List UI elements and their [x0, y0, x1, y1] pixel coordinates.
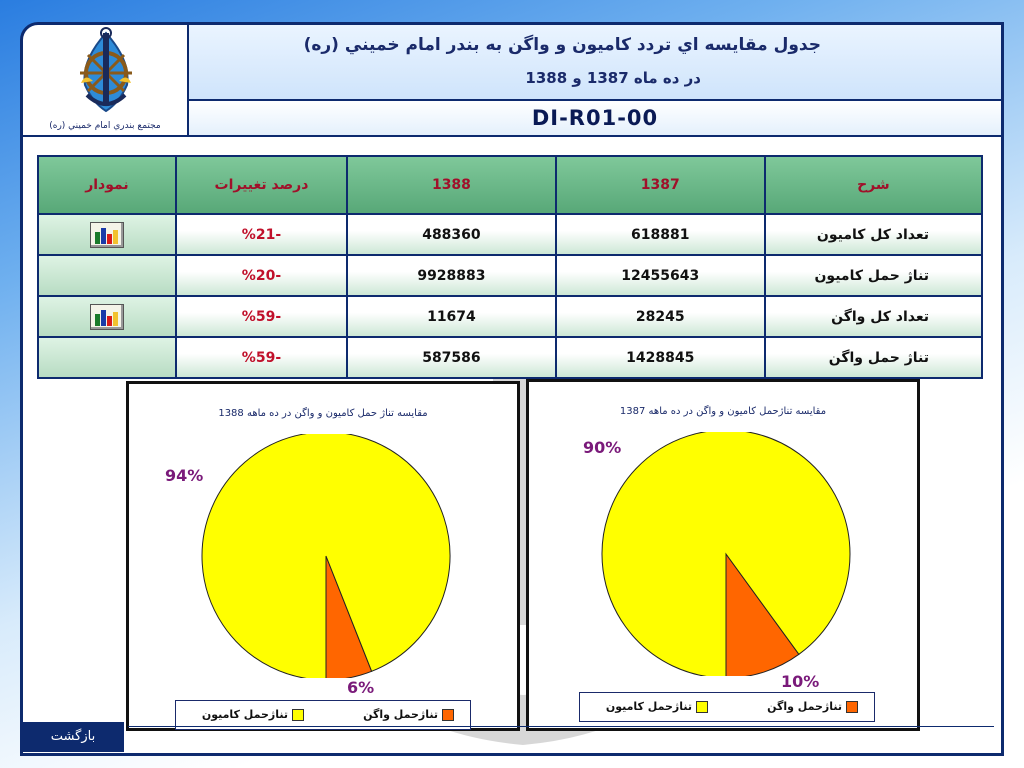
- table-row: تعداد كل واگن 28245 11674 -%59: [37, 295, 984, 338]
- cell-1388: 11674: [346, 295, 557, 338]
- legend-swatch-yellow: [292, 709, 304, 721]
- table-row: تناژ حمل كاميون 12455643 9928883 -%20: [37, 254, 984, 297]
- cell-1387: 12455643: [554, 254, 766, 297]
- pie-slice-wagon: [725, 552, 800, 676]
- cell-desc: تناژ حمل كاميون: [763, 254, 984, 297]
- bar-chart-icon[interactable]: [89, 221, 124, 248]
- pie-data-label-1388-wagon: 6%: [347, 678, 375, 697]
- pie-data-label-1387-wagon: 10%: [781, 672, 820, 691]
- header-1388: 1388: [346, 155, 557, 215]
- legend-item-wagon: تناژحمل واگن: [767, 700, 858, 713]
- pie-legend-1387: تناژحمل كاميون تناژحمل واگن: [579, 692, 875, 722]
- pie-data-label-1388-truck: 94%: [165, 466, 204, 485]
- page-subtitle: در ده ماه 1387 و 1388: [525, 69, 701, 87]
- cell-desc: تعداد كل كاميون: [763, 213, 984, 256]
- cell-chart: [37, 254, 177, 297]
- title-panel: جدول مقايسه اي تردد كاميون و واگن به بند…: [189, 25, 1001, 101]
- legend-swatch-orange: [442, 709, 454, 721]
- pie-title-1387: مقايسه تناژحمل كاميون و واگن در ده ماهه …: [619, 406, 827, 417]
- pie-plot-1388: [199, 434, 453, 678]
- anchor-ship-wheel-logo-icon: [80, 27, 132, 113]
- cell-1387: 618881: [554, 213, 766, 256]
- slide-frame: مجتمع بندري امام خميني (ره) جدول مقايسه …: [20, 22, 1004, 756]
- legend-label-truck: تناژحمل كاميون: [605, 700, 692, 713]
- legend-item-wagon: تناژحمل واگن: [363, 708, 454, 721]
- legend-label-wagon: تناژحمل واگن: [767, 700, 842, 713]
- pie-chart-1388: مقايسه تناژ حمل كاميون و واگن در ده ماهه…: [126, 381, 520, 731]
- legend-item-truck: تناژحمل كاميون: [202, 708, 304, 721]
- back-button[interactable]: بازگشت: [22, 722, 124, 752]
- cell-1388: 488360: [346, 213, 557, 256]
- document-code: DI-R01-00: [189, 101, 1001, 137]
- cell-desc: تناژ حمل واگن: [763, 336, 984, 379]
- header-desc: شرح: [763, 155, 984, 215]
- cell-chart[interactable]: [37, 213, 177, 256]
- logo-caption: مجتمع بندري امام خميني (ره): [49, 121, 161, 131]
- legend-swatch-yellow: [696, 701, 708, 713]
- pie-legend-1388: تناژحمل كاميون تناژحمل واگن: [175, 700, 471, 730]
- table-header-row: شرح 1387 1388 درصد تغييرات نمودار: [37, 155, 984, 215]
- pie-title-1388: مقايسه تناژ حمل كاميون و واگن در ده ماهه…: [218, 408, 428, 419]
- cell-1387: 1428845: [554, 336, 766, 379]
- pie-plot-1387: [599, 432, 853, 676]
- table-body: تعداد كل كاميون 618881 488360 -%21 تناژ حمل …: [37, 213, 984, 379]
- table-row: تناژ حمل واگن 1428845 587586 -%59: [37, 336, 984, 379]
- pie-slice-truck: [201, 434, 451, 678]
- logo-panel: مجتمع بندري امام خميني (ره): [23, 25, 189, 137]
- legend-item-truck: تناژحمل كاميون: [606, 700, 708, 713]
- cell-change: -%21: [174, 213, 349, 256]
- legend-swatch-orange: [846, 701, 858, 713]
- legend-label-truck: تناژحمل كاميون: [201, 708, 288, 721]
- cell-change: -%59: [174, 295, 349, 338]
- cell-1388: 9928883: [346, 254, 557, 297]
- bar-chart-icon[interactable]: [89, 303, 124, 330]
- cell-1388: 587586: [346, 336, 557, 379]
- cell-chart: [37, 336, 177, 379]
- legend-label-wagon: تناژحمل واگن: [363, 708, 438, 721]
- header-1387: 1387: [554, 155, 766, 215]
- cell-change: -%59: [174, 336, 349, 379]
- cell-chart[interactable]: [37, 295, 177, 338]
- pie-chart-1387: مقايسه تناژحمل كاميون و واگن در ده ماهه …: [526, 379, 920, 731]
- cell-change: -%20: [174, 254, 349, 297]
- comparison-table: شرح 1387 1388 درصد تغييرات نمودار تعداد …: [37, 155, 984, 379]
- cell-desc: تعداد كل واگن: [763, 295, 984, 338]
- pie-slice-truck: [601, 432, 851, 676]
- header-change: درصد تغييرات: [174, 155, 349, 215]
- header-chart: نمودار: [37, 155, 177, 215]
- table-row: تعداد كل كاميون 618881 488360 -%21: [37, 213, 984, 256]
- pie-data-label-1387-truck: 90%: [583, 438, 622, 457]
- cell-1387: 28245: [554, 295, 766, 338]
- footer-divider: [128, 726, 994, 727]
- page-title: جدول مقايسه اي تردد كاميون و واگن به بند…: [303, 35, 821, 55]
